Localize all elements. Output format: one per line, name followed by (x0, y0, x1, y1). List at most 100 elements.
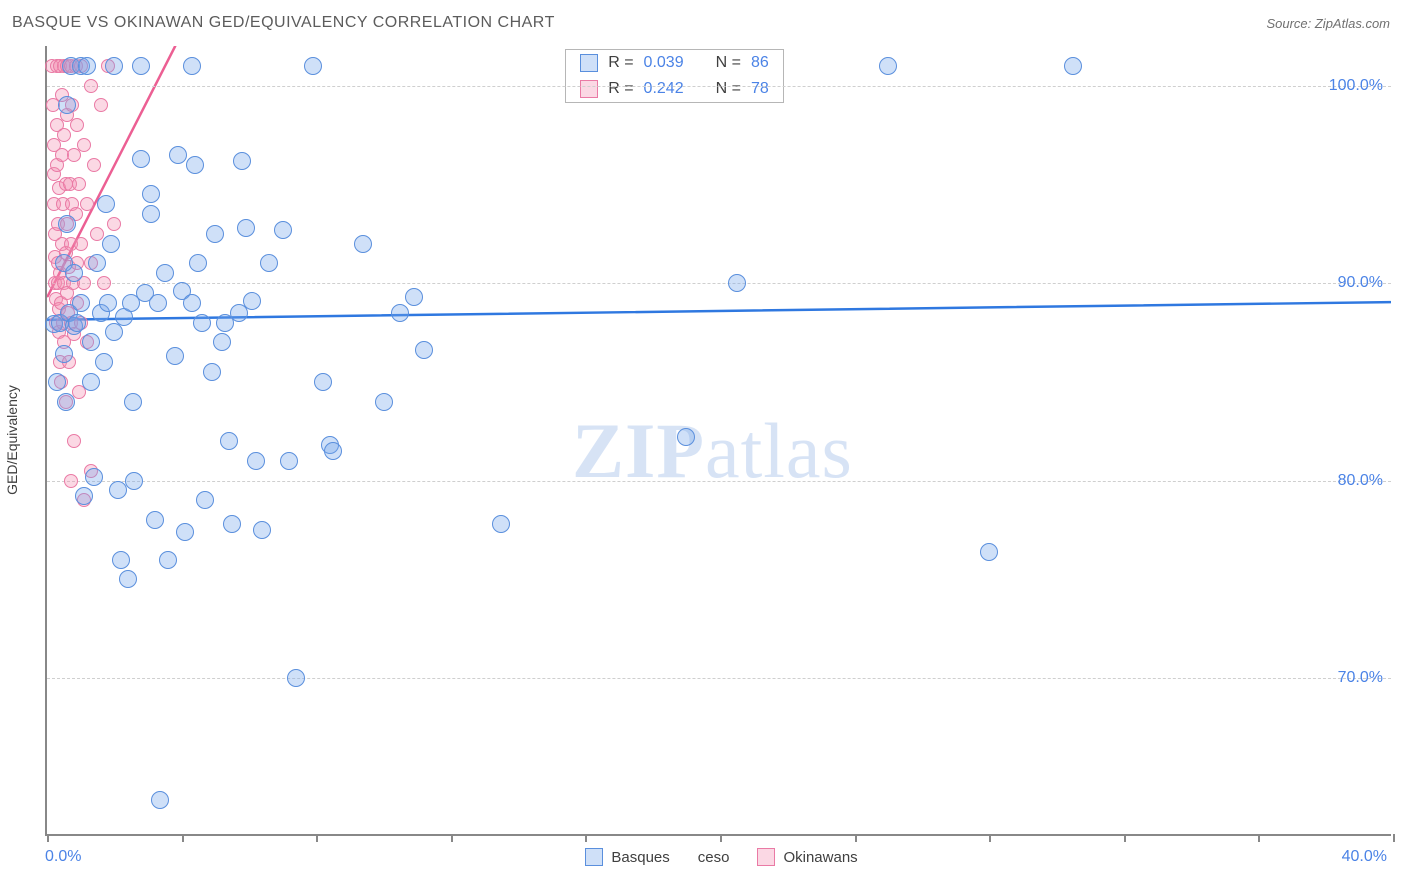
scatter-point-basque (193, 314, 211, 332)
scatter-point-basque (253, 521, 271, 539)
grid-line-h (47, 481, 1391, 482)
scatter-point-basque (233, 152, 251, 170)
scatter-point-basque (55, 345, 73, 363)
scatter-point-basque (57, 393, 75, 411)
scatter-point-basque (324, 442, 342, 460)
legend-item-basques: Basques (585, 848, 669, 866)
scatter-point-basque (78, 57, 96, 75)
stats-n-label: N = (716, 54, 741, 72)
scatter-point-basque (287, 669, 305, 687)
scatter-point-basque (176, 523, 194, 541)
grid-line-h (47, 86, 1391, 87)
scatter-point-okinawan (77, 138, 91, 152)
scatter-point-basque (125, 472, 143, 490)
scatter-point-basque (213, 333, 231, 351)
scatter-point-basque (186, 156, 204, 174)
stats-n-value: 78 (751, 80, 769, 98)
scatter-point-basque (1064, 57, 1082, 75)
stats-n-value: 86 (751, 54, 769, 72)
scatter-point-basque (314, 373, 332, 391)
scatter-point-okinawan (64, 474, 78, 488)
scatter-point-basque (237, 219, 255, 237)
scatter-point-basque (124, 393, 142, 411)
x-tick (1258, 834, 1260, 842)
scatter-point-basque (879, 57, 897, 75)
scatter-point-basque (159, 551, 177, 569)
scatter-point-okinawan (72, 177, 86, 191)
scatter-point-okinawan (87, 158, 101, 172)
scatter-point-basque (980, 543, 998, 561)
scatter-point-basque (75, 487, 93, 505)
swatch-basques (580, 54, 598, 72)
y-tick-label: 90.0% (1338, 274, 1383, 292)
legend-label-basques: Basques (611, 849, 669, 866)
stats-n-label: N = (716, 80, 741, 98)
scatter-point-basque (85, 468, 103, 486)
scatter-point-basque (142, 185, 160, 203)
scatter-point-basque (183, 57, 201, 75)
x-tick (1393, 834, 1395, 842)
scatter-point-basque (58, 96, 76, 114)
x-tick (451, 834, 453, 842)
scatter-point-okinawan (84, 79, 98, 93)
watermark: ZIPatlas (572, 406, 853, 496)
swatch-okinawans (757, 848, 775, 866)
scatter-point-basque (105, 323, 123, 341)
scatter-point-basque (354, 235, 372, 253)
scatter-point-basque (97, 195, 115, 213)
scatter-point-basque (142, 205, 160, 223)
scatter-point-basque (72, 294, 90, 312)
y-axis-label: GED/Equivalency (4, 385, 20, 495)
scatter-point-basque (391, 304, 409, 322)
scatter-point-basque (102, 235, 120, 253)
x-tick (585, 834, 587, 842)
swatch-basques (585, 848, 603, 866)
scatter-point-basque (405, 288, 423, 306)
scatter-point-okinawan (57, 128, 71, 142)
scatter-point-basque (95, 353, 113, 371)
stats-r-value: 0.039 (644, 54, 684, 72)
scatter-point-basque (68, 314, 86, 332)
stats-r-value: 0.242 (644, 80, 684, 98)
scatter-point-basque (189, 254, 207, 272)
scatter-point-okinawan (74, 237, 88, 251)
stats-row: R = 0.039 N = 86 (566, 50, 783, 76)
x-tick (720, 834, 722, 842)
scatter-point-basque (156, 264, 174, 282)
scatter-point-basque (206, 225, 224, 243)
scatter-point-basque (166, 347, 184, 365)
stats-r-label: R = (608, 54, 633, 72)
scatter-point-okinawan (97, 276, 111, 290)
scatter-point-basque (105, 57, 123, 75)
stats-r-label: R = (608, 80, 633, 98)
scatter-point-basque (132, 150, 150, 168)
plot-area: ZIPatlas R =0.039N =86R =0.242N =78 Basq… (45, 46, 1391, 836)
scatter-point-basque (58, 215, 76, 233)
scatter-point-basque (274, 221, 292, 239)
stats-legend-box: R = 0.039 N = 86 R = 0.242 N = 78 (565, 49, 784, 103)
scatter-point-basque (112, 551, 130, 569)
scatter-point-basque (223, 515, 241, 533)
x-tick-label: 40.0% (1342, 848, 1387, 866)
swatch-okinawans (580, 80, 598, 98)
scatter-point-basque (677, 428, 695, 446)
stats-row: R = 0.242 N = 78 (566, 76, 783, 102)
scatter-point-basque (151, 791, 169, 809)
scatter-point-basque (146, 511, 164, 529)
series-legend: Basques ceso Okinawans (585, 848, 857, 866)
chart-title: BASQUE VS OKINAWAN GED/EQUIVALENCY CORRE… (12, 14, 555, 32)
x-tick (1124, 834, 1126, 842)
scatter-point-basque (149, 294, 167, 312)
scatter-point-basque (183, 294, 201, 312)
legend-item-okinawans: Okinawans (757, 848, 857, 866)
x-tick (855, 834, 857, 842)
scatter-point-okinawan (67, 434, 81, 448)
scatter-point-basque (492, 515, 510, 533)
scatter-point-basque (109, 481, 127, 499)
scatter-point-basque (82, 373, 100, 391)
scatter-point-basque (280, 452, 298, 470)
y-tick-label: 80.0% (1338, 472, 1383, 490)
x-tick (47, 834, 49, 842)
scatter-point-okinawan (107, 217, 121, 231)
scatter-point-basque (132, 57, 150, 75)
